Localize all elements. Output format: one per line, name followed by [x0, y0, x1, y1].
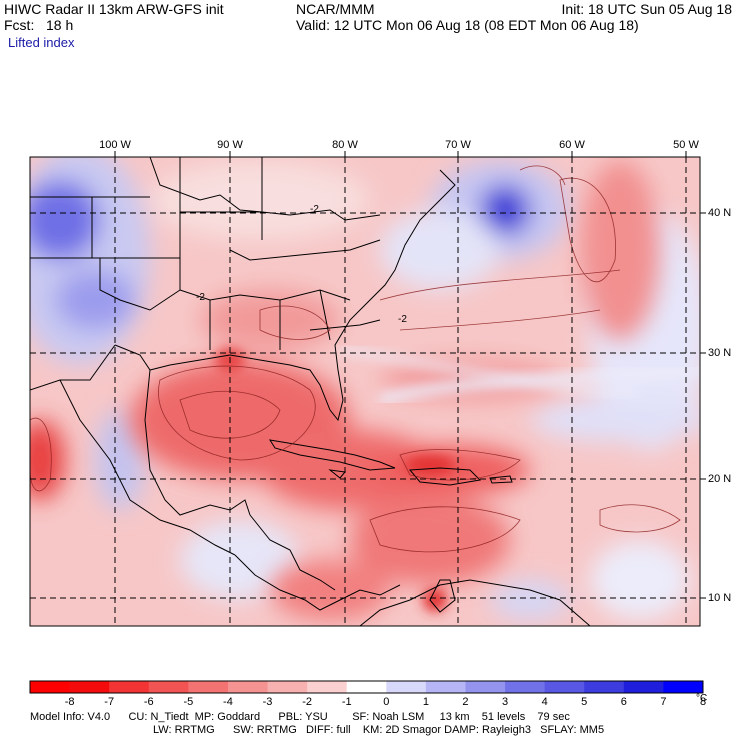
- lon-label-60w: 60 W: [559, 139, 585, 151]
- colorbar-swatch: [109, 681, 150, 693]
- lat-label-30n: 30 N: [708, 347, 732, 359]
- colorbar-swatch: [30, 681, 71, 693]
- colorbar-tick-label: -1: [341, 696, 352, 708]
- colorbar-unit: °C: [696, 693, 708, 704]
- colorbar-tick-label: -3: [262, 696, 273, 708]
- forecast-hour: Fcst: 18 h: [4, 17, 74, 33]
- colorbar-tick-label: -8: [64, 696, 75, 708]
- colorbar-swatch: [584, 681, 625, 693]
- model-info-line-2: LW: RRTMG SW: RRTMG DIFF: full KM: 2D Sm…: [153, 724, 605, 736]
- colorbar-swatch: [267, 681, 308, 693]
- lon-label-70w: 70 W: [445, 139, 471, 151]
- colorbar-swatch: [544, 681, 585, 693]
- field-name: Lifted index: [8, 35, 75, 50]
- colorbar-tick-label: 2: [462, 696, 469, 708]
- lat-label-20n: 20 N: [708, 473, 732, 485]
- map-field: -2 -2 -2: [30, 157, 700, 626]
- frame-ticks: [114, 151, 706, 599]
- colorbar-swatch: [386, 681, 427, 693]
- colorbar-tick-label: 0: [383, 696, 390, 708]
- colorbar-swatch: [148, 681, 189, 693]
- colorbar-tick-label: 5: [581, 696, 588, 708]
- colorbar-tick-label: 1: [422, 696, 429, 708]
- model-info-line-1: Model Info: V4.0 CU: N_Tiedt MP: Goddard…: [30, 711, 570, 723]
- colorbar-tick-label: -5: [183, 696, 194, 708]
- colorbar-swatch: [69, 681, 110, 693]
- lon-label-80w: 80 W: [332, 139, 358, 151]
- colorbar-tick-label: -6: [143, 696, 154, 708]
- colorbar-swatch: [425, 681, 466, 693]
- contour-label: -2: [398, 314, 407, 325]
- colorbar-swatch: [346, 681, 387, 693]
- init-time: Init: 18 UTC Sun 05 Aug 18: [561, 1, 732, 17]
- colorbar-tick-label: 4: [541, 696, 548, 708]
- valid-time: Valid: 12 UTC Mon 06 Aug 18 (08 EDT Mon …: [296, 17, 639, 33]
- colorbar-swatch: [623, 681, 664, 693]
- colorbar-swatch: [307, 681, 348, 693]
- lon-label-90w: 90 W: [217, 139, 243, 151]
- colorbar-swatch: [663, 681, 704, 693]
- colorbar-swatch: [465, 681, 506, 693]
- lon-label-50w: 50 W: [673, 139, 699, 151]
- organization: NCAR/MMM: [296, 1, 375, 17]
- contour-label: -2: [196, 292, 205, 303]
- colorbar-tick-label: 6: [620, 696, 627, 708]
- colorbar: [29, 680, 704, 694]
- colorbar-swatch: [227, 681, 269, 693]
- contour-label: -2: [310, 204, 319, 215]
- lat-label-40n: 40 N: [708, 207, 732, 219]
- model-title: HIWC Radar II 13km ARW-GFS init: [4, 1, 224, 17]
- colorbar-swatch: [505, 681, 546, 693]
- colorbar-tick-label: -4: [223, 696, 233, 708]
- colorbar-tick-label: -2: [302, 696, 312, 708]
- colorbar-tick-label: 8: [699, 696, 707, 708]
- lat-label-10n: 10 N: [708, 592, 732, 604]
- colorbar-tick-label: -7: [104, 696, 115, 708]
- colorbar-tick-label: 3: [501, 696, 509, 708]
- map-frame: [29, 156, 701, 627]
- lon-label-100w: 100 W: [99, 139, 131, 151]
- colorbar-swatch: [188, 681, 229, 693]
- colorbar-tick-label: 7: [660, 696, 667, 708]
- colorbar-frame: [29, 680, 704, 694]
